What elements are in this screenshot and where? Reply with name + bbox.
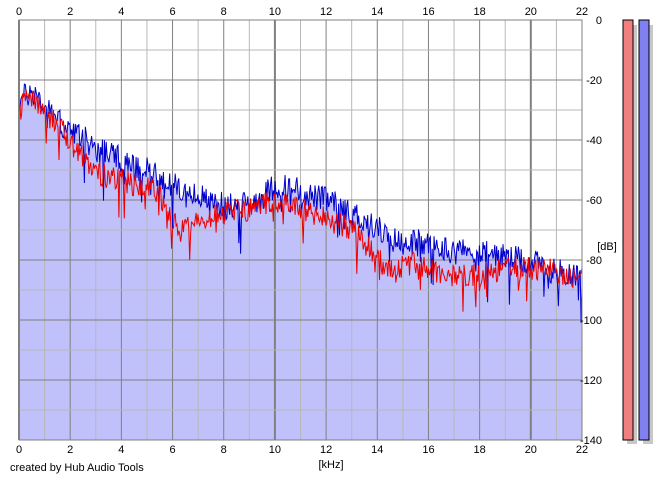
x-tick-label-top: 20 xyxy=(525,6,537,18)
meter-left-bar xyxy=(622,19,634,441)
x-tick-label-bottom: 0 xyxy=(16,444,22,456)
x-tick-label-bottom: 2 xyxy=(67,444,73,456)
credit-text: created by Hub Audio Tools xyxy=(10,462,144,474)
x-tick-label-bottom: 18 xyxy=(474,444,486,456)
plot-frame xyxy=(18,19,583,441)
x-tick-label-bottom: 6 xyxy=(169,444,175,456)
x-tick-label-bottom: 22 xyxy=(576,444,588,456)
x-tick-label-top: 8 xyxy=(221,6,227,18)
x-tick-label-bottom: 16 xyxy=(422,444,434,456)
y-tick-label: -40 xyxy=(586,135,602,147)
meter-right-bar xyxy=(638,19,650,441)
y-tick-label: -20 xyxy=(586,75,602,87)
y-tick-label: -60 xyxy=(586,195,602,207)
y-tick-label: 0 xyxy=(596,15,602,27)
x-tick-label-bottom: 12 xyxy=(320,444,332,456)
x-tick-label-top: 16 xyxy=(422,6,434,18)
x-tick-label-bottom: 8 xyxy=(221,444,227,456)
y-tick-label: -120 xyxy=(580,375,602,387)
x-axis-label: [kHz] xyxy=(318,459,343,471)
x-tick-labels-top: 0 2 4 6 8 10 12 14 16 18 20 22 xyxy=(16,6,588,18)
x-tick-label-top: 12 xyxy=(320,6,332,18)
x-tick-label-top: 4 xyxy=(118,6,124,18)
y-axis-label: [dB] xyxy=(597,241,617,253)
x-tick-label-bottom: 10 xyxy=(269,444,281,456)
level-meters xyxy=(622,19,653,444)
x-tick-label-bottom: 4 xyxy=(118,444,124,456)
x-tick-label-top: 2 xyxy=(67,6,73,18)
x-tick-label-bottom: 20 xyxy=(525,444,537,456)
x-tick-label-top: 14 xyxy=(371,6,383,18)
x-tick-label-top: 10 xyxy=(269,6,281,18)
y-tick-label: -100 xyxy=(580,315,602,327)
y-tick-label: -140 xyxy=(580,435,602,447)
x-tick-label-bottom: 14 xyxy=(371,444,383,456)
x-tick-label-top: 0 xyxy=(16,6,22,18)
series-layer xyxy=(18,83,583,323)
series-line-red xyxy=(18,90,583,312)
y-tick-label: -80 xyxy=(586,255,602,267)
y-tick-labels: 0 -20 -40 -60 -80 -100 -120 -140 xyxy=(580,15,602,447)
x-tick-label-top: 22 xyxy=(576,6,588,18)
x-tick-labels-bottom: 0 2 4 6 8 10 12 14 16 18 20 22 xyxy=(16,444,588,456)
x-tick-label-top: 18 xyxy=(474,6,486,18)
grid xyxy=(18,19,583,441)
x-tick-label-top: 6 xyxy=(169,6,175,18)
